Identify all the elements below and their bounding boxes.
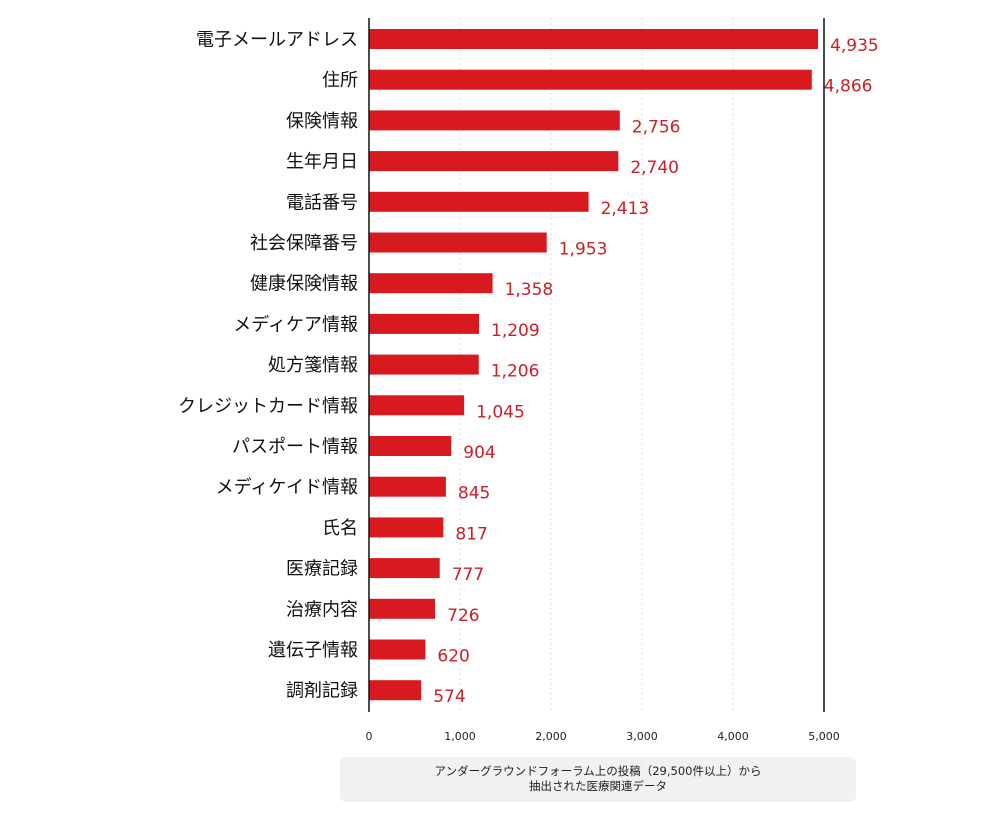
bar [369, 598, 436, 619]
category-label: 氏名 [322, 518, 358, 539]
value-label: 845 [458, 484, 490, 504]
value-label: 1,209 [491, 321, 540, 341]
category-label: パスポート情報 [232, 437, 358, 458]
axes [368, 18, 825, 712]
bar [369, 354, 479, 375]
value-label: 1,045 [476, 402, 525, 422]
value-label: 777 [452, 565, 484, 585]
value-label: 2,740 [630, 158, 679, 178]
bar [369, 517, 444, 538]
x-tick-label: 5,000 [808, 730, 840, 743]
bar [369, 232, 547, 253]
bar [369, 29, 819, 49]
bar [369, 313, 480, 334]
category-label: 遺伝子情報 [268, 640, 358, 661]
bar [369, 680, 422, 701]
category-label: 保険情報 [286, 111, 358, 132]
bar [369, 395, 465, 416]
value-label: 1,358 [505, 280, 554, 300]
x-tick-label: 3,000 [626, 730, 658, 743]
category-label: 調剤記録 [286, 681, 358, 702]
value-label: 4,866 [824, 77, 873, 97]
x-tick-label: 1,000 [444, 730, 476, 743]
value-label: 2,413 [601, 199, 650, 219]
x-axis-ticks: 0 1,000 2,000 3,000 4,000 5,000 [366, 730, 840, 743]
x-tick-label: 4,000 [717, 730, 749, 743]
category-label: 電子メールアドレス [196, 30, 358, 51]
value-label: 4,935 [830, 36, 879, 56]
category-labels: 電子メールアドレス住所保険情報生年月日電話番号社会保障番号健康保険情報メディケア… [178, 30, 358, 702]
value-label: 1,953 [559, 240, 608, 260]
bar [369, 151, 619, 172]
value-label: 574 [433, 687, 465, 707]
value-label: 904 [463, 443, 495, 463]
value-label: 620 [437, 647, 469, 667]
category-label: メディケア情報 [233, 314, 358, 335]
category-label: 社会保障番号 [250, 233, 358, 254]
category-label: 電話番号 [286, 192, 358, 213]
value-label: 817 [455, 524, 487, 544]
bar [369, 436, 452, 456]
bar [369, 191, 589, 212]
value-label: 1,206 [491, 362, 540, 382]
category-label: 処方箋情報 [268, 355, 358, 376]
bar [369, 69, 812, 90]
x-tick-label: 2,000 [535, 730, 567, 743]
category-label: クレジットカード情報 [178, 396, 358, 417]
bars [369, 29, 819, 701]
value-label: 2,756 [632, 117, 681, 137]
category-label: 治療内容 [286, 599, 358, 620]
category-label: メディケイド情報 [216, 477, 358, 498]
source-note: アンダーグラウンドフォーラム上の投稿（29,500件以上）から 抽出された医療関… [340, 757, 856, 802]
bar [369, 558, 440, 579]
category-label: 住所 [322, 70, 358, 91]
source-note-line-2: 抽出された医療関連データ [529, 779, 667, 793]
category-label: 健康保険情報 [250, 274, 358, 295]
category-label: 生年月日 [286, 152, 358, 173]
bar [369, 110, 620, 131]
source-note-line-1: アンダーグラウンドフォーラム上の投稿（29,500件以上）から [434, 764, 762, 778]
category-label: 医療記録 [286, 559, 358, 580]
bar [369, 273, 493, 294]
value-label: 726 [447, 606, 479, 626]
bar [369, 476, 446, 497]
x-tick-label: 0 [366, 730, 373, 743]
bar [369, 639, 426, 660]
